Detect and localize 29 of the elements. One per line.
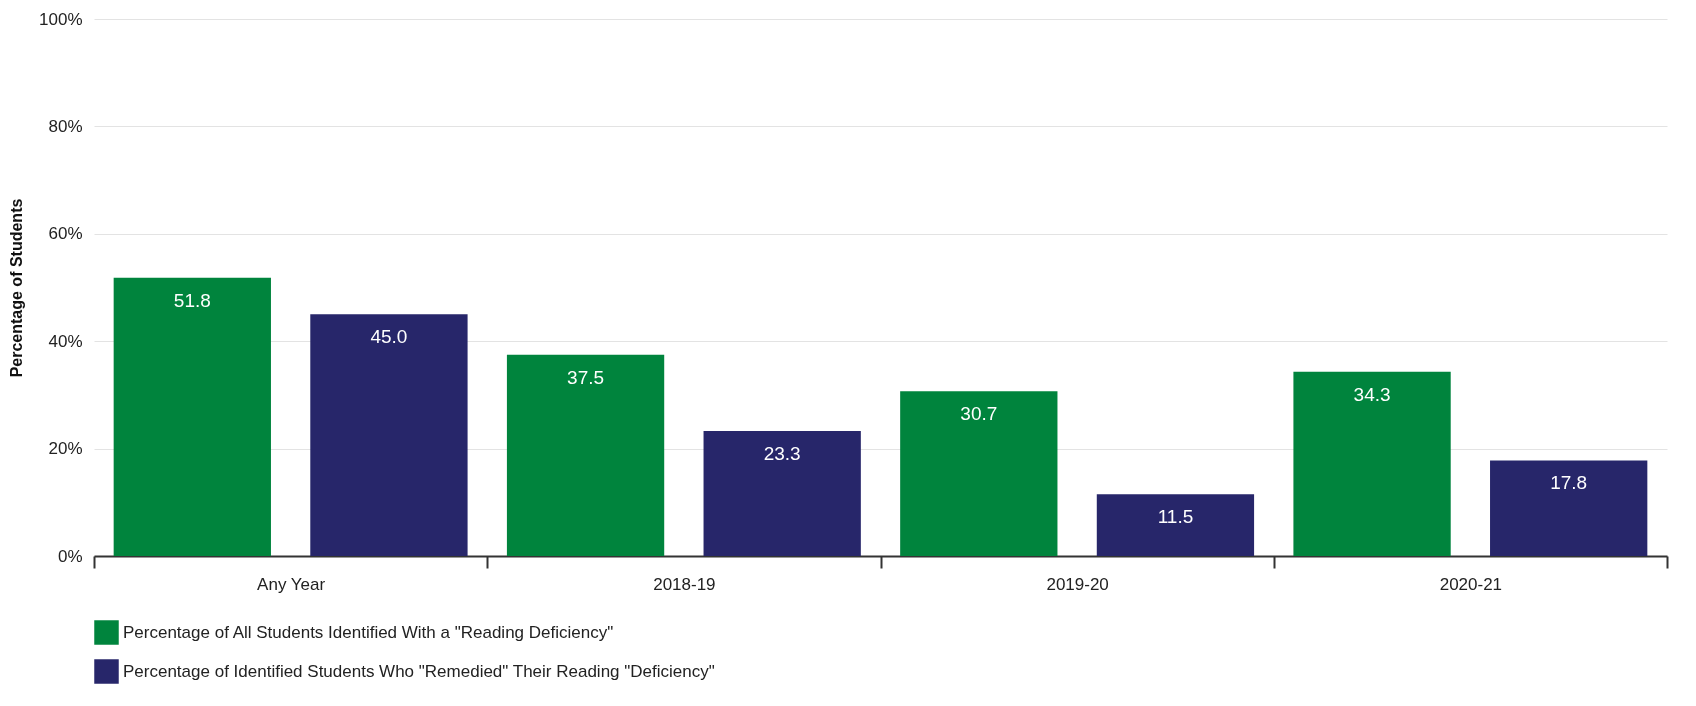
- data-label: 17.8: [1550, 472, 1588, 494]
- data-label: 45.0: [370, 326, 408, 348]
- y-tick-label: 80%: [48, 116, 83, 136]
- bar: [1490, 460, 1648, 556]
- x-tick-label: 2019-20: [1046, 574, 1109, 594]
- x-tick-label: 2018-19: [653, 574, 716, 594]
- bar: [1096, 494, 1255, 556]
- bar: [900, 391, 1058, 556]
- y-tick-label: 0%: [57, 546, 83, 566]
- bar: [1293, 371, 1451, 556]
- bar: [310, 314, 468, 556]
- y-tick-label: 60%: [48, 224, 83, 244]
- bar: [703, 430, 861, 556]
- data-label: 30.7: [960, 403, 998, 425]
- legend-label: Percentage of All Students Identified With a "Reading Deficiency": [123, 622, 614, 642]
- y-axis-title: Percentage of Students: [8, 198, 26, 378]
- bar: [113, 277, 271, 556]
- y-tick-label: 40%: [48, 331, 83, 351]
- y-tick-label: 20%: [48, 439, 83, 459]
- data-label: 37.5: [567, 366, 605, 388]
- data-label: 23.3: [763, 442, 801, 464]
- x-tick-label: Any Year: [257, 574, 326, 594]
- y-tick-label: 100%: [39, 9, 83, 29]
- legend-label: Percentage of Identified Students Who "Remedied" Their Reading "Deficiency": [123, 661, 715, 681]
- data-label: 34.3: [1353, 383, 1391, 405]
- data-label: 51.8: [173, 289, 211, 311]
- data-label: 11.5: [1157, 506, 1194, 528]
- x-tick-label: 2020-21: [1439, 574, 1503, 594]
- bar: [506, 354, 665, 556]
